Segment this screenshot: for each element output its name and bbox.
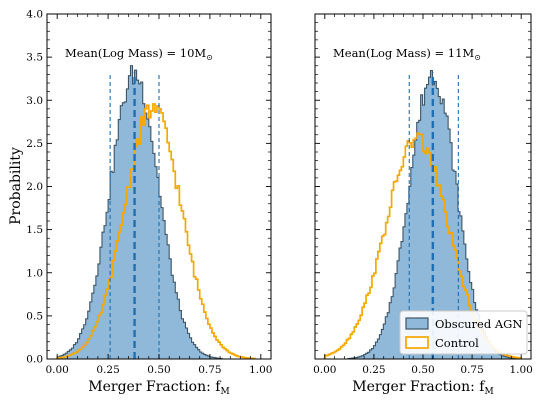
y-tick-label: 2.0 bbox=[26, 181, 43, 193]
legend-swatch-obscured-agn bbox=[405, 317, 429, 330]
y-tick-label: 0.0 bbox=[26, 354, 43, 366]
legend-label-control: Control bbox=[435, 336, 479, 350]
x-tick-label: 1.00 bbox=[249, 364, 272, 376]
x-tick-label: 1.00 bbox=[509, 364, 532, 376]
x-tick-label: 0.00 bbox=[45, 364, 68, 376]
y-tick-label: 3.0 bbox=[26, 95, 43, 107]
x-tick-label: 0.75 bbox=[198, 364, 221, 376]
panel-1: 0.00 0.25 0.50 0.75 1.00 0.0 0.5 1.0 1.5 2.0 2.5 3.… bbox=[26, 9, 272, 398]
legend-swatch-control bbox=[405, 336, 429, 349]
histogram-obscured-agn bbox=[56, 65, 223, 359]
solar-symbol: ⊙ bbox=[206, 53, 213, 62]
mass-annotation-text: Mean(Log Mass) = 10M bbox=[65, 46, 206, 60]
mass-annotation-text: Mean(Log Mass) = 11M bbox=[333, 46, 474, 60]
y-tick-label: 0.5 bbox=[26, 310, 43, 322]
x-axis-label-subscript: M bbox=[220, 387, 229, 397]
y-tick-label: 2.5 bbox=[26, 138, 43, 150]
y-tick-label: 4.0 bbox=[26, 9, 43, 21]
x-axis-label-text: Merger Fraction: f bbox=[352, 379, 486, 395]
y-axis-label: Probability bbox=[8, 147, 24, 225]
x-tick-label: 0.00 bbox=[313, 364, 336, 376]
legend: Obscured AGN Control bbox=[399, 310, 528, 355]
y-tick-label: 1.5 bbox=[26, 224, 43, 236]
x-tick-label: 0.75 bbox=[460, 364, 483, 376]
x-axis-label-text: Merger Fraction: f bbox=[88, 379, 222, 395]
y-tick-label: 3.5 bbox=[26, 52, 43, 64]
x-tick-label: 0.25 bbox=[96, 364, 119, 376]
x-axis-label: Merger Fraction: fM bbox=[352, 379, 493, 397]
x-axis-label: Merger Fraction: fM bbox=[88, 379, 229, 397]
x-tick-label: 0.50 bbox=[147, 364, 170, 376]
x-tick-label: 0.50 bbox=[411, 364, 434, 376]
y-tick-label: 1.0 bbox=[26, 267, 43, 279]
legend-box bbox=[399, 310, 528, 355]
x-axis-label-subscript: M bbox=[484, 387, 493, 397]
legend-label-obscured-agn: Obscured AGN bbox=[435, 317, 522, 331]
mass-annotation: Mean(Log Mass) = 11M⊙ bbox=[333, 46, 481, 62]
panel-2: 0.00 0.25 0.50 0.75 1.00 Mean(Log Mass) = 11M… bbox=[313, 13, 533, 397]
histogram-control bbox=[56, 103, 256, 359]
solar-symbol: ⊙ bbox=[474, 53, 481, 62]
x-tick-label: 0.25 bbox=[362, 364, 385, 376]
mass-annotation: Mean(Log Mass) = 10M⊙ bbox=[65, 46, 213, 62]
